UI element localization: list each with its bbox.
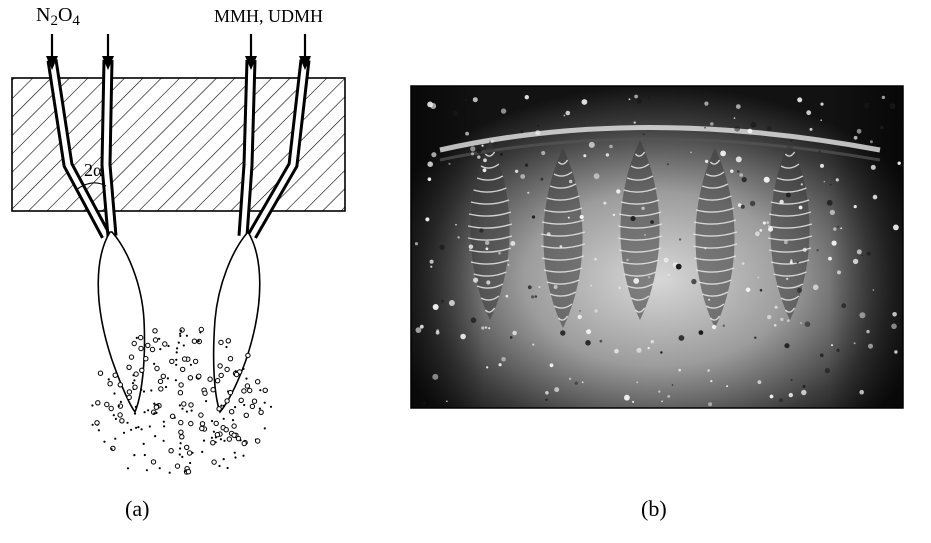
photo-frame bbox=[410, 85, 904, 409]
left-liquid-fan bbox=[97, 231, 146, 414]
fuel-passages bbox=[237, 59, 311, 239]
caption-a: (a) bbox=[125, 496, 150, 521]
oxidizer-inlet-arrows bbox=[46, 34, 114, 70]
right-liquid-fan bbox=[212, 230, 261, 414]
impingement-angle-arc bbox=[75, 182, 107, 191]
injector-diagram bbox=[11, 34, 346, 475]
fuel-inlet-arrows bbox=[245, 34, 311, 70]
oxidizer-label: N2O4 bbox=[36, 4, 80, 29]
oxidizer-passages bbox=[46, 59, 118, 239]
spray-droplets bbox=[91, 326, 273, 475]
fuel-label: MMH, UDMH bbox=[214, 6, 324, 26]
impingement-angle-label: 2α bbox=[84, 160, 103, 180]
caption-b: (b) bbox=[641, 496, 667, 521]
spray-photograph bbox=[411, 86, 903, 408]
